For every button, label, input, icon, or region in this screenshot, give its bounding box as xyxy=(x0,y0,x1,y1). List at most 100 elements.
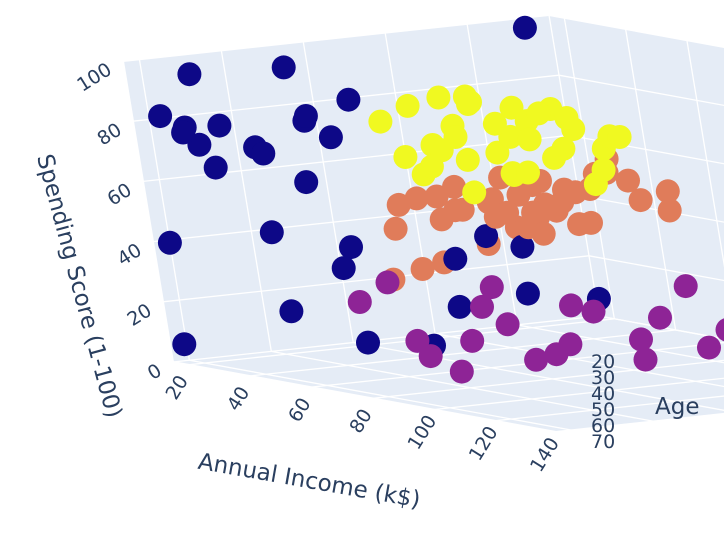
z-tick-label: 70 xyxy=(591,431,615,453)
gridline-y xyxy=(588,255,724,282)
x-tick-label: 100 xyxy=(403,411,441,453)
data-point-cluster-1[interactable] xyxy=(521,200,546,225)
data-point-cluster-1[interactable] xyxy=(443,198,468,223)
data-point-cluster-0[interactable] xyxy=(474,224,499,249)
data-point-cluster-0[interactable] xyxy=(251,141,276,166)
data-point-cluster-0[interactable] xyxy=(207,113,232,138)
data-point-cluster-2[interactable] xyxy=(673,274,698,299)
data-point-cluster-0[interactable] xyxy=(331,256,356,281)
data-point-cluster-0[interactable] xyxy=(148,104,173,129)
data-point-cluster-2[interactable] xyxy=(697,335,721,360)
data-point-cluster-1[interactable] xyxy=(616,168,640,193)
data-point-cluster-0[interactable] xyxy=(336,87,361,112)
data-point-cluster-0[interactable] xyxy=(447,294,472,319)
gridline-z xyxy=(271,350,655,423)
data-point-cluster-2[interactable] xyxy=(375,270,400,295)
y-tick-label: 80 xyxy=(93,119,125,150)
data-point-cluster-3[interactable] xyxy=(482,111,507,136)
data-point-cluster-2[interactable] xyxy=(347,290,372,314)
data-point-cluster-3[interactable] xyxy=(455,147,480,172)
y-tick-label: 0 xyxy=(144,360,166,385)
data-point-cluster-1[interactable] xyxy=(442,174,466,199)
data-point-cluster-2[interactable] xyxy=(544,342,569,367)
data-point-cluster-2[interactable] xyxy=(633,347,658,372)
z-tick-label: 20 xyxy=(591,351,615,373)
data-point-cluster-3[interactable] xyxy=(368,109,393,134)
data-point-cluster-0[interactable] xyxy=(318,125,343,150)
data-point-cluster-3[interactable] xyxy=(526,101,551,126)
data-point-cluster-2[interactable] xyxy=(648,305,672,330)
data-point-cluster-2[interactable] xyxy=(715,318,724,342)
data-point-cluster-2[interactable] xyxy=(449,359,474,384)
y-tick-label: 40 xyxy=(113,239,145,270)
data-point-cluster-2[interactable] xyxy=(470,294,494,319)
x-tick-label: 80 xyxy=(345,405,376,437)
wall-floor xyxy=(173,316,724,432)
data-point-cluster-1[interactable] xyxy=(531,221,556,246)
x-tick-label: 120 xyxy=(465,422,503,464)
data-point-cluster-2[interactable] xyxy=(559,293,583,318)
box-edge xyxy=(122,60,174,363)
data-point-cluster-2[interactable] xyxy=(629,327,653,352)
data-point-cluster-1[interactable] xyxy=(550,189,575,214)
data-point-cluster-0[interactable] xyxy=(279,299,304,324)
box-edge xyxy=(548,14,724,49)
data-point-cluster-2[interactable] xyxy=(479,275,504,300)
data-point-cluster-3[interactable] xyxy=(542,145,567,170)
gridline-z xyxy=(138,59,191,361)
data-point-cluster-0[interactable] xyxy=(293,104,318,128)
data-point-cluster-0[interactable] xyxy=(259,220,284,245)
x-tick-label: 40 xyxy=(223,383,254,415)
data-point-cluster-3[interactable] xyxy=(516,160,540,185)
data-point-cluster-3[interactable] xyxy=(426,85,451,110)
gridline-x xyxy=(372,359,724,400)
data-point-cluster-1[interactable] xyxy=(410,257,435,281)
data-point-cluster-1[interactable] xyxy=(657,198,682,223)
gridline-y xyxy=(162,255,590,303)
y-tick-label: 60 xyxy=(103,179,135,210)
data-point-cluster-2[interactable] xyxy=(405,328,430,353)
data-point-cluster-3[interactable] xyxy=(517,127,542,152)
data-point-cluster-0[interactable] xyxy=(171,120,196,145)
data-point-cluster-3[interactable] xyxy=(393,145,418,169)
data-point-cluster-0[interactable] xyxy=(510,234,535,259)
data-point-cluster-3[interactable] xyxy=(395,93,420,118)
data-point-cluster-0[interactable] xyxy=(294,170,319,195)
data-point-cluster-0[interactable] xyxy=(512,15,537,40)
gridline-x xyxy=(249,329,676,377)
data-point-cluster-0[interactable] xyxy=(443,246,468,271)
data-point-cluster-0[interactable] xyxy=(356,330,380,355)
data-point-cluster-0[interactable] xyxy=(515,281,540,306)
data-point-cluster-2[interactable] xyxy=(460,328,485,353)
data-point-cluster-0[interactable] xyxy=(172,332,197,357)
data-point-cluster-0[interactable] xyxy=(203,155,228,180)
gridline-z xyxy=(384,32,436,334)
data-point-cluster-3[interactable] xyxy=(429,138,454,163)
gridline-z xyxy=(302,41,354,343)
data-point-cluster-3[interactable] xyxy=(607,125,632,149)
data-point-cluster-1[interactable] xyxy=(567,212,592,237)
data-point-cluster-1[interactable] xyxy=(655,179,680,204)
data-point-cluster-0[interactable] xyxy=(339,235,363,260)
data-point-cluster-0[interactable] xyxy=(177,62,202,87)
gridline-x xyxy=(494,395,724,422)
data-point-cluster-3[interactable] xyxy=(458,90,482,115)
data-point-cluster-3[interactable] xyxy=(554,106,579,130)
data-point-cluster-2[interactable] xyxy=(581,299,606,324)
data-point-cluster-2[interactable] xyxy=(524,347,549,372)
data-point-cluster-0[interactable] xyxy=(271,55,296,80)
data-point-cluster-3[interactable] xyxy=(591,157,616,182)
data-point-cluster-1[interactable] xyxy=(483,204,508,229)
data-point-cluster-1[interactable] xyxy=(383,216,408,241)
data-point-cluster-0[interactable] xyxy=(187,132,212,157)
data-point-cluster-2[interactable] xyxy=(495,312,520,337)
scatter-points xyxy=(148,15,724,384)
z-tick-label: 40 xyxy=(591,383,615,405)
data-point-cluster-1[interactable] xyxy=(628,188,653,213)
gridline-z xyxy=(548,14,600,317)
data-point-cluster-1[interactable] xyxy=(404,186,429,211)
data-point-cluster-3[interactable] xyxy=(462,180,487,205)
data-point-cluster-0[interactable] xyxy=(157,230,182,255)
